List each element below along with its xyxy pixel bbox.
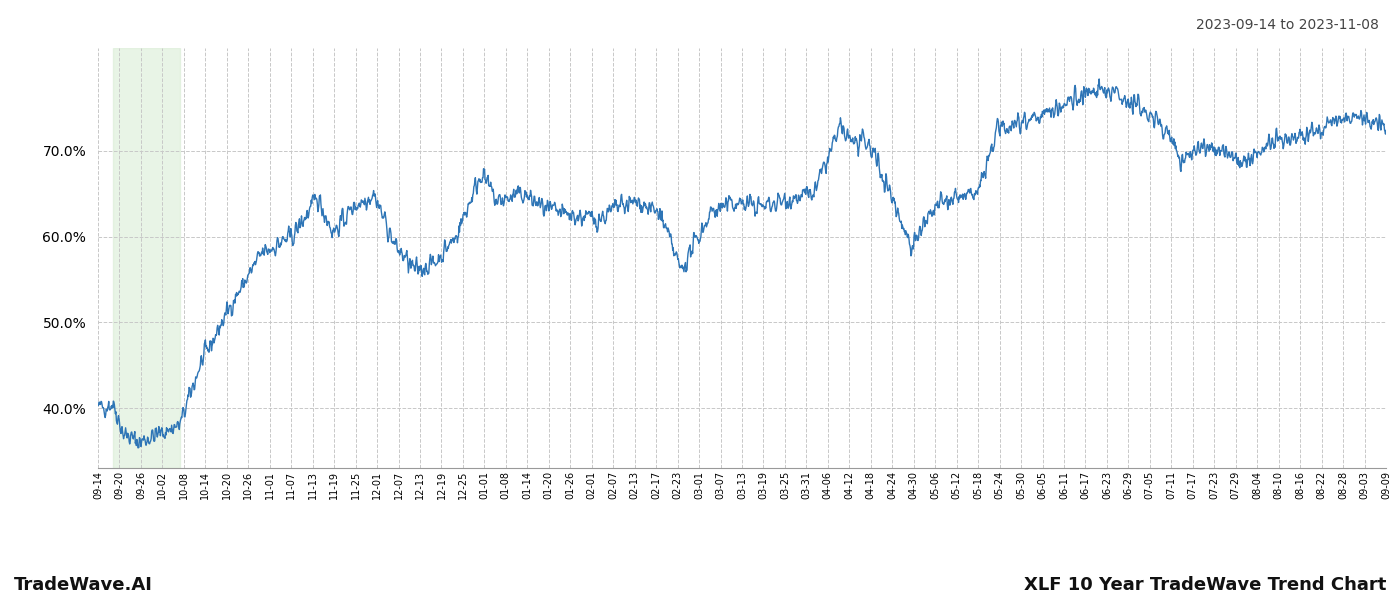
Text: 2023-09-14 to 2023-11-08: 2023-09-14 to 2023-11-08 <box>1196 18 1379 32</box>
Text: TradeWave.AI: TradeWave.AI <box>14 576 153 594</box>
Text: XLF 10 Year TradeWave Trend Chart: XLF 10 Year TradeWave Trend Chart <box>1023 576 1386 594</box>
Bar <box>113 48 179 468</box>
